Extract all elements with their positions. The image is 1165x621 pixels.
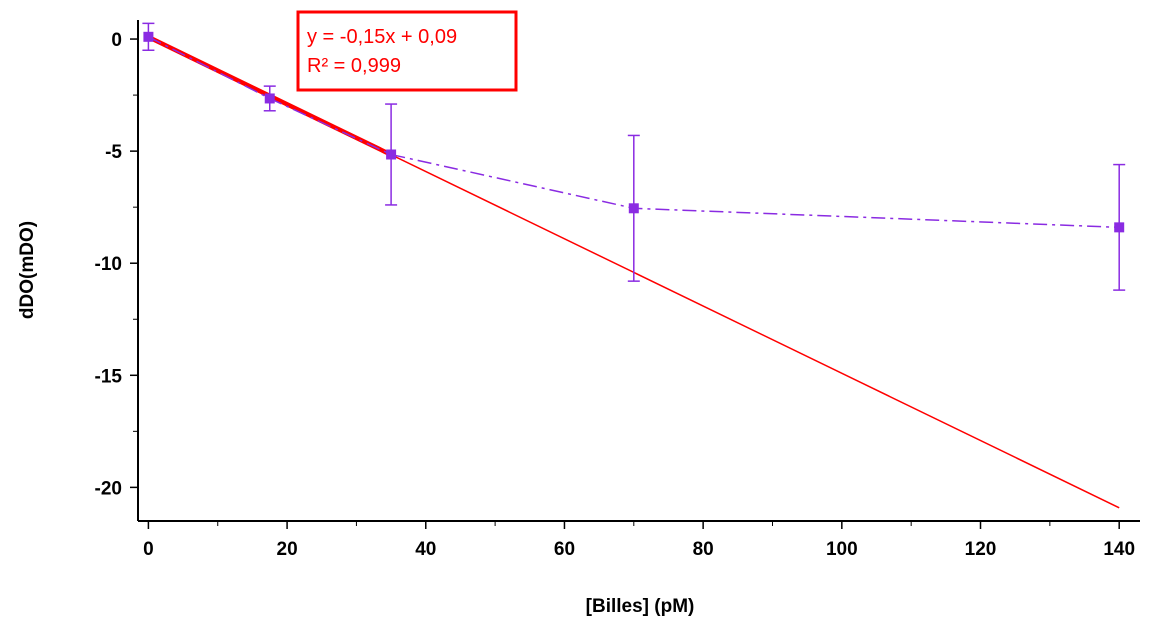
x-tick-label-80: 80: [693, 539, 714, 560]
data-point-0: [143, 31, 154, 42]
data-point-4: [1114, 222, 1125, 233]
axes: 0 20 40 60 80 100 120 140 0 -5 -10 -15 -20 [Billes]…: [17, 20, 1140, 617]
x-tick-label-60: 60: [554, 539, 575, 560]
y-ticks: 0 -5 -10 -15 -20: [95, 30, 138, 499]
y-axis-title: dDO(mDO): [17, 221, 38, 319]
y-tick-label-0: 0: [111, 30, 122, 51]
y-tick-label--10: -10: [95, 254, 122, 275]
data-point-3: [628, 203, 639, 214]
x-ticks: 0 20 40 60 80 100 120 140: [143, 521, 1135, 560]
x-tick-label-120: 120: [965, 539, 997, 560]
plot-marks: [142, 22, 1126, 509]
series-line-0: [148, 36, 1120, 229]
y-tick-label--20: -20: [95, 478, 122, 499]
x-axis-title: [Billes] (pM): [586, 596, 695, 617]
y-tick-label--15: -15: [95, 366, 123, 387]
x-tick-label-40: 40: [415, 539, 436, 560]
data-point-2: [386, 149, 397, 160]
x-tick-label-20: 20: [277, 539, 298, 560]
x-tick-label-0: 0: [143, 539, 154, 560]
y-tick-label--5: -5: [105, 142, 122, 163]
fit-equation-box: y = -0,15x + 0,09 R² = 0,999: [296, 10, 518, 92]
x-tick-label-100: 100: [826, 539, 858, 560]
fit-equation-border: [296, 10, 518, 92]
fit-equation: y = -0,15x + 0,09: [307, 26, 457, 48]
x-tick-label-140: 140: [1103, 539, 1135, 560]
data-point-1: [264, 93, 275, 104]
fit-r-squared: R² = 0,999: [307, 55, 401, 77]
